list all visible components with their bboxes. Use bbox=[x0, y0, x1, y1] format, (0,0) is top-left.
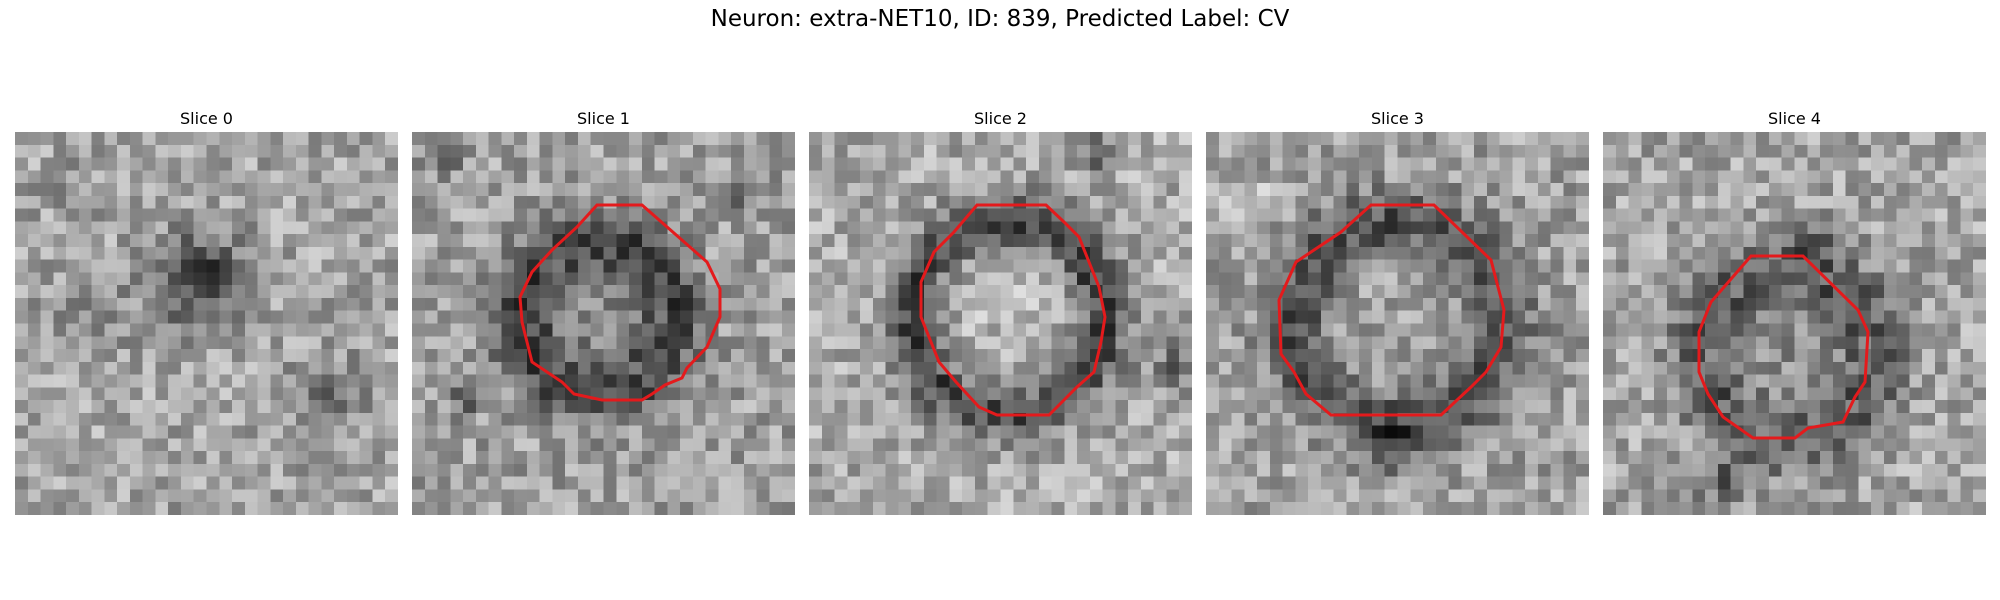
slice-title: Slice 0 bbox=[180, 109, 233, 128]
figure-title: Neuron: extra-NET10, ID: 839, Predicted … bbox=[710, 6, 1290, 32]
slice-image bbox=[809, 132, 1192, 515]
segmentation-contour bbox=[1277, 203, 1506, 417]
slice-image bbox=[1603, 132, 1986, 515]
segmentation-contour bbox=[518, 203, 722, 402]
segmentation-contour bbox=[919, 203, 1107, 417]
slice-title: Slice 3 bbox=[1371, 109, 1424, 128]
grayscale-patch bbox=[1603, 132, 1986, 515]
slice-panel-4: Slice 4 bbox=[1603, 106, 1986, 515]
grayscale-patch bbox=[412, 132, 795, 515]
slice-title: Slice 2 bbox=[974, 109, 1027, 128]
grayscale-patch bbox=[1206, 132, 1589, 515]
slice-panel-0: Slice 0 bbox=[15, 106, 398, 515]
grayscale-patch bbox=[809, 132, 1192, 515]
slice-image bbox=[412, 132, 795, 515]
grayscale-patch bbox=[15, 132, 398, 515]
slice-image bbox=[1206, 132, 1589, 515]
slice-image bbox=[15, 132, 398, 515]
slice-title: Slice 1 bbox=[577, 109, 630, 128]
slice-panel-2: Slice 2 bbox=[809, 106, 1192, 515]
slice-panel-1: Slice 1 bbox=[412, 106, 795, 515]
slice-panel-3: Slice 3 bbox=[1206, 106, 1589, 515]
slice-title: Slice 4 bbox=[1768, 109, 1821, 128]
segmentation-contour bbox=[1697, 254, 1870, 440]
